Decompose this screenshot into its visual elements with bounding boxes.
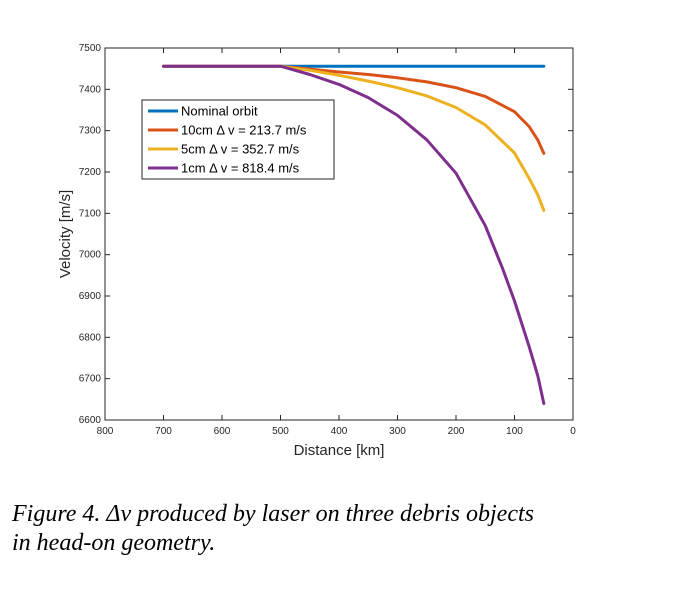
- x-tick-label: 500: [272, 426, 289, 437]
- x-tick-label: 600: [214, 426, 231, 437]
- legend-box: [141, 99, 335, 180]
- x-tick-label: 0: [570, 426, 576, 437]
- y-axis-label: Velocity [m/s]: [57, 190, 74, 278]
- caption-line-1: Figure 4. Δv produced by laser on three …: [12, 501, 534, 527]
- y-tick-label: 7300: [79, 126, 102, 137]
- x-axis-label: Distance [km]: [294, 442, 385, 459]
- series-line-4: [162, 64, 546, 405]
- legend-label-4: 1cm Δ v = 818.4 m/s: [181, 161, 300, 176]
- figure-caption: Figure 4. Δv produced by laser on three …: [12, 500, 672, 558]
- x-axis-ticks: 800 700 600 500 400 300 200 100 0: [97, 48, 576, 437]
- y-tick-label: 7000: [79, 250, 102, 261]
- y-axis-ticks: 6600 6700 6800 6900 7000 7100 7200 7300 7400 7500: [79, 43, 573, 426]
- x-tick-label: 400: [331, 426, 348, 437]
- y-tick-label: 6800: [79, 332, 102, 343]
- y-tick-label: 7500: [79, 43, 102, 54]
- x-tick-label: 200: [448, 426, 465, 437]
- legend-label-3: 5cm Δ v = 352.7 m/s: [181, 142, 300, 157]
- y-tick-label: 7100: [79, 208, 102, 219]
- x-tick-label: 700: [155, 426, 172, 437]
- y-tick-label: 7200: [79, 167, 102, 178]
- legend: Nominal orbit 10cm Δ v = 213.7 m/s 5cm Δ v…: [141, 99, 335, 180]
- x-tick-label: 300: [389, 426, 406, 437]
- y-tick-label: 6700: [79, 374, 102, 385]
- legend-label-2: 10cm Δ v = 213.7 m/s: [181, 123, 307, 138]
- caption-line-2: in head-on geometry.: [12, 530, 216, 556]
- legend-label-1: Nominal orbit: [181, 104, 258, 119]
- y-tick-label: 6600: [79, 415, 102, 426]
- y-tick-label: 7400: [79, 84, 102, 95]
- series-lines: [162, 64, 546, 405]
- x-tick-label: 800: [97, 426, 114, 437]
- y-tick-label: 6900: [79, 291, 102, 302]
- x-tick-label: 100: [506, 426, 523, 437]
